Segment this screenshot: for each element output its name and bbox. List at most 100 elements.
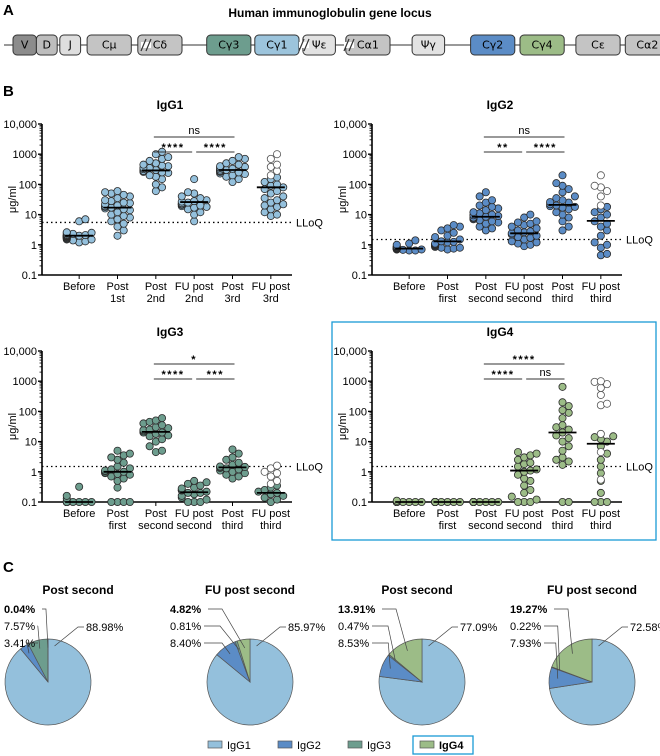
data-point [526,458,535,467]
legend-highlight-box [412,735,474,755]
data-point [570,192,579,201]
data-point [183,497,192,506]
data-point [145,442,154,451]
data-point [558,406,567,415]
data-point [158,421,167,430]
x-tick-label: FU post [582,508,621,520]
pie-leader-line [372,625,396,661]
data-point [279,192,288,201]
data-point [558,398,567,407]
significance-label: **** [534,142,557,154]
data-point [158,446,167,455]
x-tick-label: FU post [505,508,544,520]
gene-segment-label: V [21,39,29,52]
y-tick-label: 10 [25,210,37,222]
data-point [177,484,186,493]
data-point [488,217,497,226]
legend-swatch-igg1 [207,740,223,749]
data-point [177,192,186,201]
x-tick-label: Post [551,508,573,520]
x-tick-label: Post [106,508,128,520]
data-point [190,217,199,226]
significance-label: **** [491,369,514,381]
data-point [558,171,567,180]
data-point [75,482,84,491]
data-point-open [596,390,605,399]
pie-label-igg1: 88.98% [86,622,124,634]
significance-label: **** [204,142,227,154]
data-point [558,226,567,235]
y-tick-label: 100 [349,406,367,418]
data-point [196,201,205,210]
data-point [190,175,199,184]
data-point-open [603,187,612,196]
data-point [532,465,541,474]
pie-label-igg1: 72.58% [630,622,660,634]
data-point [564,442,573,451]
data-point [449,228,458,237]
y-tick-label: 1000 [343,376,367,388]
pie-post-second-1: Post second 0.04% 7.57% 3.41% 88.98% [4,583,124,726]
data-point-open [590,181,599,190]
data-point [101,188,110,197]
data-point [558,382,567,391]
y-tick-label: 0.1 [352,270,367,282]
data-point [552,194,561,203]
pie-title: Post second [42,583,113,597]
pie-leader-line [382,608,408,651]
pie-label-igg4: 0.04% [4,604,35,616]
data-point [558,414,567,423]
data-point [552,208,561,217]
y-tick-label: 10,000 [333,119,367,131]
data-point [558,453,567,462]
data-point [183,188,192,197]
data-point [151,180,160,189]
data-point [411,236,420,245]
pie-slice-igg1 [378,638,466,726]
highlight-frame [331,321,657,541]
x-tick-label: Before [63,508,95,520]
data-point [202,478,211,487]
x-tick-label: second [468,520,503,532]
data-point [513,497,522,506]
pie-leader-line [544,642,559,679]
x-tick-label: first [439,520,457,532]
x-tick-label: Post [145,508,167,520]
significance-label: ns [188,125,200,137]
pie-label-igg1: 85.97% [288,622,326,634]
gene-segment-label: Cγ4 [531,39,552,52]
locus-break-slash [348,38,355,52]
data-point [564,497,573,506]
data-point-open [596,201,605,210]
panel-label-b: B [3,83,14,100]
data-point [596,455,605,464]
chart-title: IgG1 [157,98,184,112]
data-point [596,462,605,471]
data-point [113,446,122,455]
pie-leader-line [208,608,246,649]
data-point [564,402,573,411]
y-tick-label: 0.1 [22,497,37,509]
data-point [564,457,573,466]
data-point [125,449,134,458]
significance-label: * [191,354,197,366]
x-tick-label: third [552,293,573,305]
data-point [609,432,618,441]
significance-label: *** [207,369,224,381]
data-point [234,153,243,162]
data-point [552,179,561,188]
data-point [234,458,243,467]
x-tick-label: 2nd [147,293,165,305]
pie-label-igg2: 8.40% [170,638,201,650]
data-point [590,433,599,442]
data-point-open [596,429,605,438]
data-point-open [273,160,282,169]
gene-segment [470,34,516,56]
pie-leader-line [42,608,49,648]
data-point [520,481,529,490]
data-point [532,224,541,233]
